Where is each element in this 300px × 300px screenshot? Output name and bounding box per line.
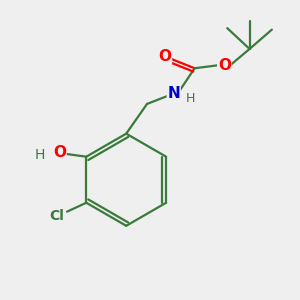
Text: Cl: Cl [49,209,64,223]
Text: N: N [167,86,180,101]
Text: O: O [158,49,171,64]
Text: O: O [53,145,66,160]
Text: O: O [218,58,231,73]
Text: H: H [35,148,45,162]
Text: H: H [185,92,195,105]
